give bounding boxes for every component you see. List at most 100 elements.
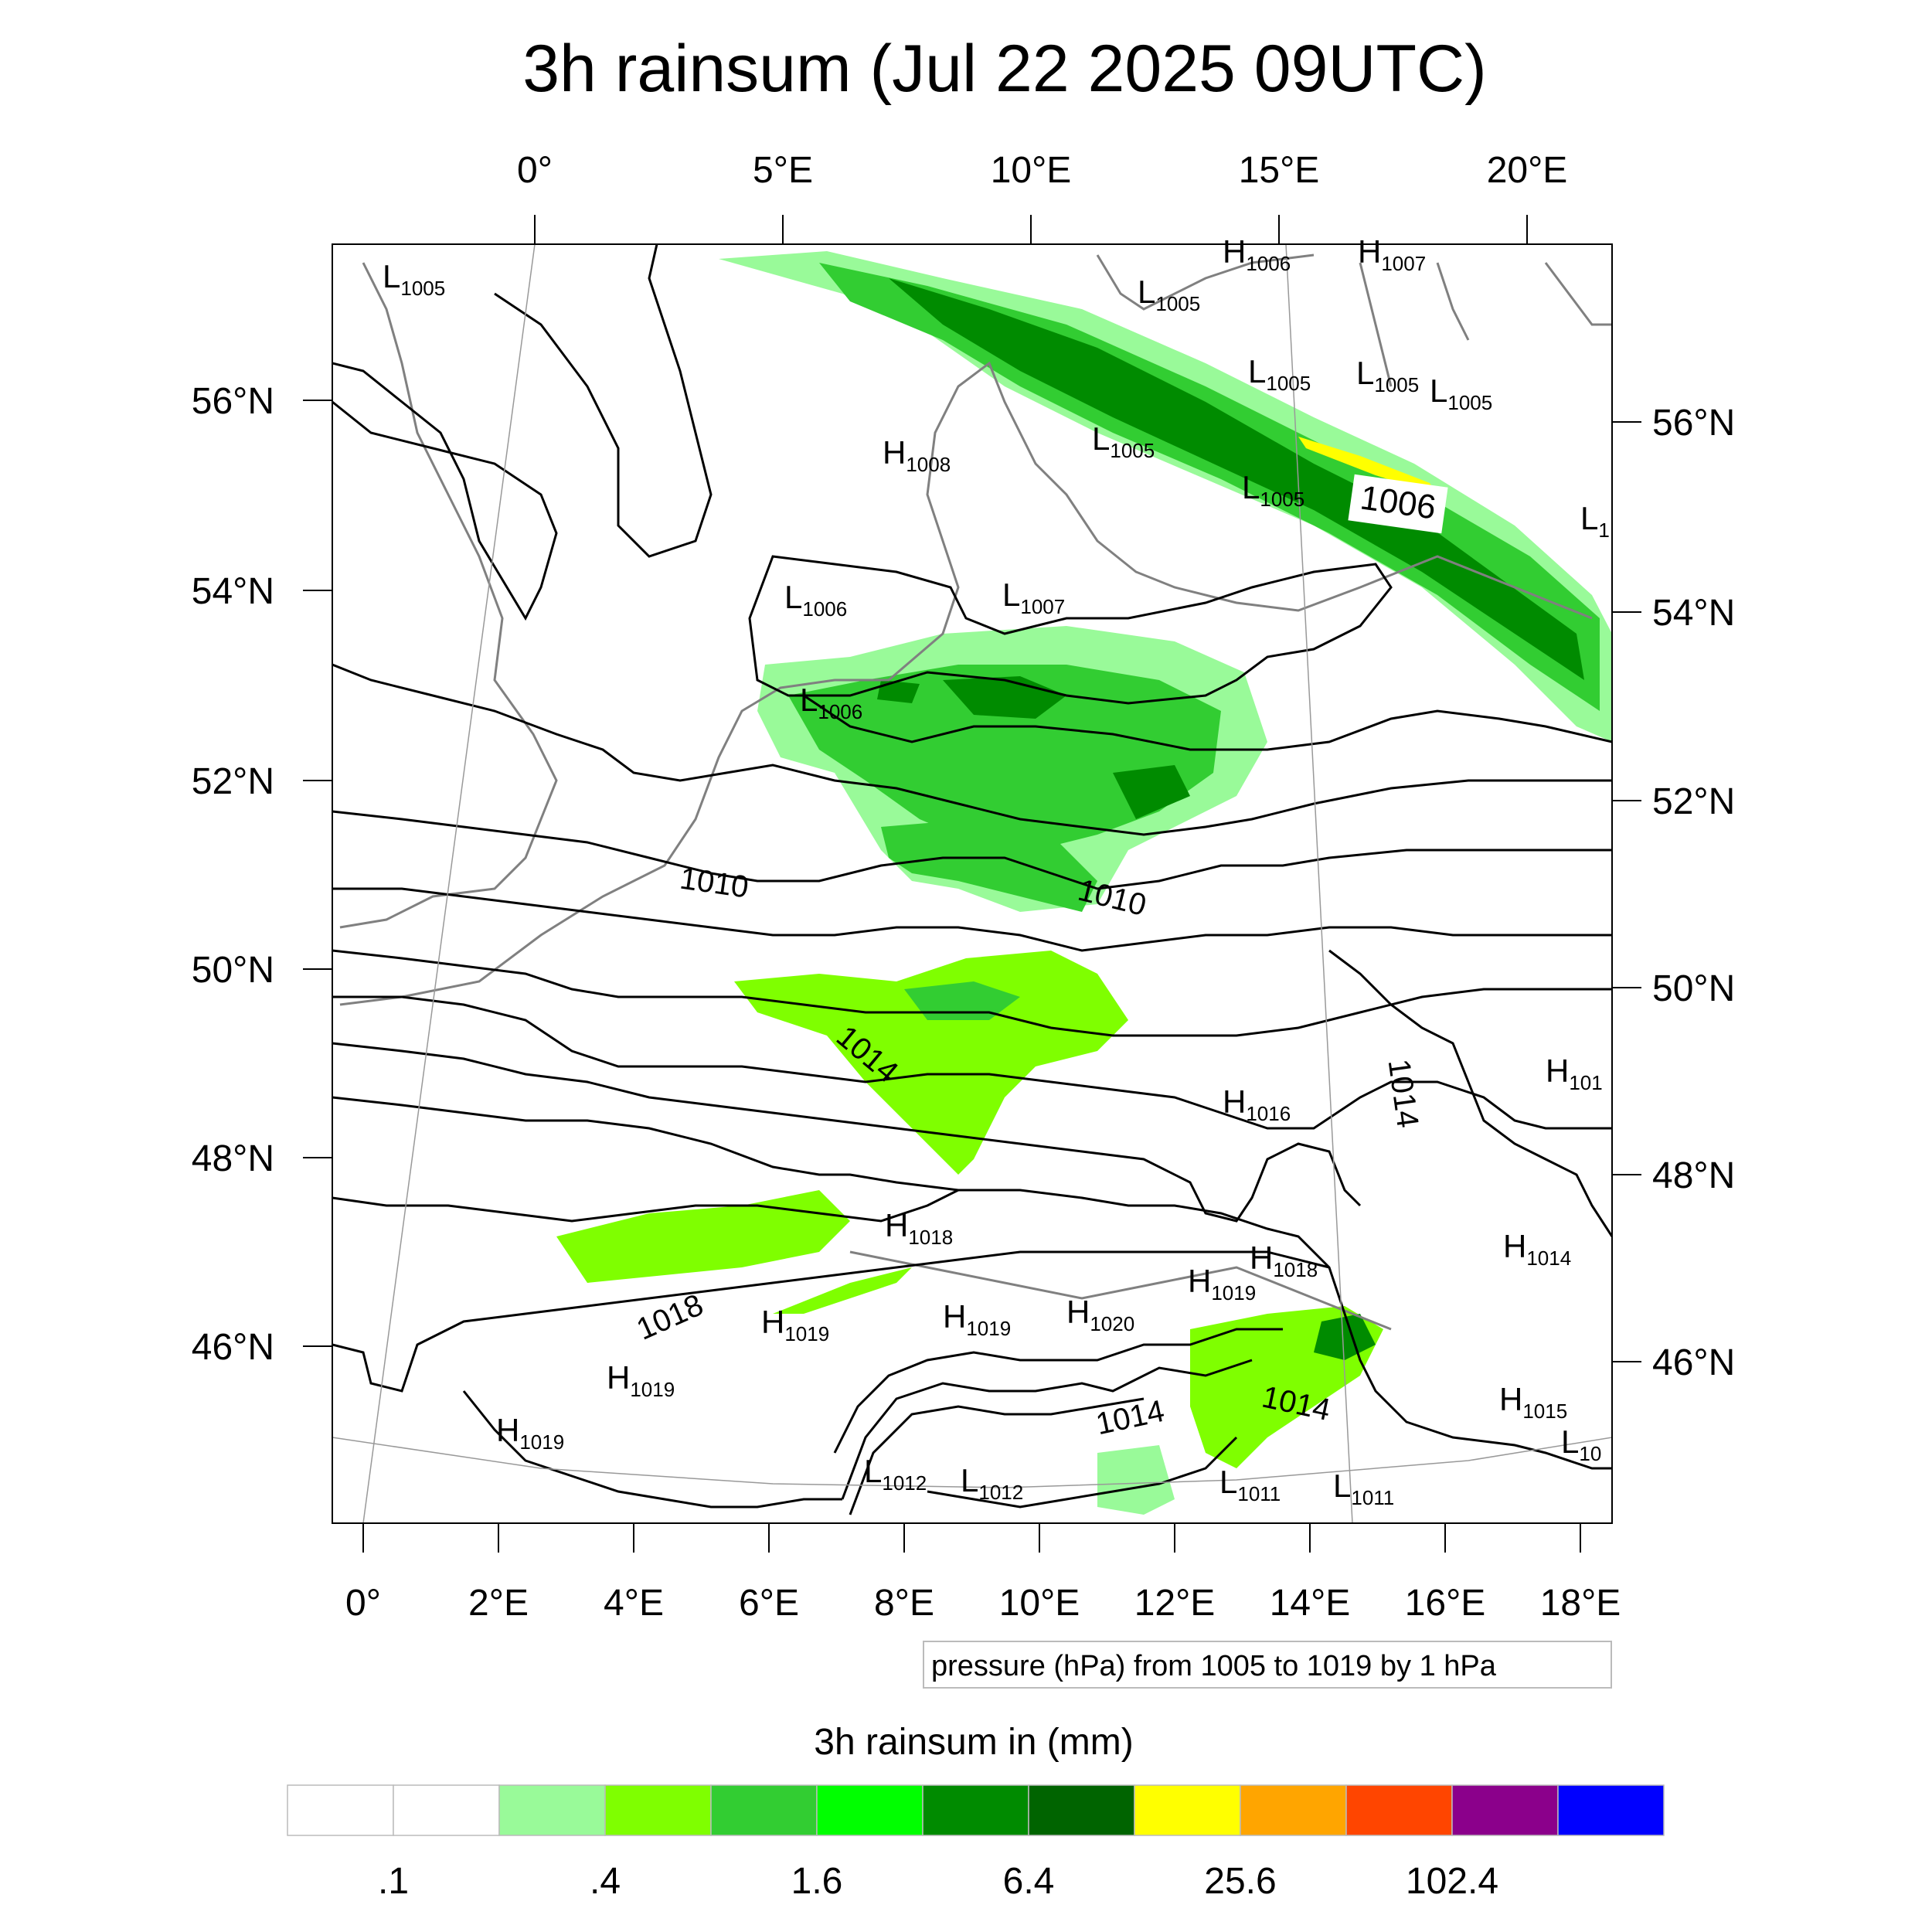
pressure-center-type: H xyxy=(1503,1228,1526,1264)
isobar-alps-1 xyxy=(833,1328,1283,1454)
map-frame xyxy=(332,243,1613,1524)
isobar-1015 xyxy=(332,1189,959,1223)
bottom-lon-label: 8°E xyxy=(874,1583,934,1624)
bottom-lon-label: 6°E xyxy=(739,1583,799,1624)
pressure-center-type: H xyxy=(1223,1083,1246,1120)
pressure-center-value: 1005 xyxy=(400,277,445,300)
colorbar xyxy=(287,1784,1665,1836)
low-pressure-center: L1005 xyxy=(1430,372,1492,414)
pressure-center-value: 1008 xyxy=(906,453,951,476)
pressure-center-type: H xyxy=(607,1359,630,1396)
pressure-center-type: L xyxy=(1430,372,1447,409)
rain-band-north-east-core xyxy=(819,263,1600,711)
parallel-45n xyxy=(332,1437,1612,1488)
high-pressure-center: H1019 xyxy=(943,1298,1011,1340)
colorbar-swatch xyxy=(710,1784,818,1836)
pressure-center-value: 1014 xyxy=(1526,1247,1571,1270)
colorbar-swatch xyxy=(1451,1784,1559,1836)
pressure-center-type: H xyxy=(883,434,906,471)
rain-area-middle xyxy=(734,951,1128,1175)
bottom-lon-label: 18°E xyxy=(1540,1583,1621,1624)
colorbar-swatch xyxy=(1240,1784,1347,1836)
pressure-center-type: H xyxy=(943,1298,966,1335)
high-pressure-center: H1018 xyxy=(885,1207,953,1249)
map-title: 3h rainsum (Jul 22 2025 09UTC) xyxy=(522,32,1487,106)
isobar-1013 xyxy=(332,1042,1362,1223)
bottom-lon-label: 2°E xyxy=(468,1583,529,1624)
isobar-1010 xyxy=(332,887,1612,952)
rain-area-middle-core xyxy=(904,981,1020,1020)
bottom-lon-label: 14°E xyxy=(1270,1583,1351,1624)
rain-area-central-heavy xyxy=(877,676,1190,819)
meridian-15e xyxy=(1285,244,1353,1523)
rainfall-areas xyxy=(556,251,1612,1515)
pressure-center-value: 1006 xyxy=(802,597,847,621)
pressure-center-type: L xyxy=(1219,1464,1237,1500)
rain-area-south-west xyxy=(556,1190,912,1314)
low-pressure-center: L1005 xyxy=(1356,355,1419,396)
low-pressure-center: L1011 xyxy=(1219,1464,1281,1505)
isobar-1014 xyxy=(332,1096,1612,1470)
pressure-center-value: 1005 xyxy=(1110,439,1155,462)
axis-labels: 0° 5°E 10°E 15°E 20°E 0° 2°E 4°E 6°E 8°E… xyxy=(192,150,1736,1624)
coast-continent xyxy=(339,361,1593,1006)
axis-ticks xyxy=(303,215,1641,1553)
isobar-1018 xyxy=(332,1250,1330,1393)
pressure-center-type: L xyxy=(1242,469,1260,505)
coast-scandinavia xyxy=(1096,253,1612,387)
colorbar-label: .4 xyxy=(590,1861,621,1902)
pressure-center-type: H xyxy=(1546,1053,1569,1089)
pressure-center-type: L xyxy=(383,258,400,294)
high-pressure-center: H1014 xyxy=(1503,1228,1571,1270)
top-lon-label: 10°E xyxy=(991,150,1072,191)
pressure-center-type: L xyxy=(1561,1423,1579,1460)
pressure-center-type: H xyxy=(1250,1240,1273,1276)
pressure-center-value: 1019 xyxy=(784,1322,829,1345)
right-lat-label: 48°N xyxy=(1652,1155,1735,1196)
high-pressure-center: H1016 xyxy=(1223,1083,1291,1125)
pressure-center-value: 10 xyxy=(1579,1442,1601,1465)
pressure-center-value: 1018 xyxy=(1273,1258,1318,1281)
pressure-center-type: L xyxy=(1333,1468,1351,1504)
pressure-center-value: 101 xyxy=(1569,1071,1602,1094)
isobar-alps-3 xyxy=(849,1397,1145,1515)
pressure-center-type: L xyxy=(1248,353,1266,389)
high-pressure-center: H1019 xyxy=(1188,1263,1256,1304)
contour-info-box xyxy=(923,1641,1612,1689)
isobar-contours xyxy=(332,244,1612,1515)
rain-band-north-east-heavy xyxy=(889,278,1584,680)
right-lat-label: 50°N xyxy=(1652,968,1735,1009)
pressure-center-type: H xyxy=(885,1207,908,1243)
low-pressure-center: L1012 xyxy=(864,1453,927,1495)
colorbar-swatch xyxy=(1134,1784,1241,1836)
high-pressure-center: H1020 xyxy=(1066,1294,1134,1335)
colorbar-swatch xyxy=(922,1784,1029,1836)
top-lon-label: 20°E xyxy=(1487,150,1568,191)
low-pressure-center: L1005 xyxy=(1242,469,1304,511)
pressure-center-type: L xyxy=(1092,420,1110,457)
pressure-center-value: 1011 xyxy=(1237,1482,1281,1505)
pressure-center-type: L xyxy=(1138,274,1155,310)
meridian-0 xyxy=(362,244,536,1523)
high-pressure-center: H1015 xyxy=(1499,1381,1567,1423)
high-pressure-center: H1019 xyxy=(607,1359,675,1401)
low-pressure-center: L1006 xyxy=(800,682,862,723)
bottom-lon-label: 12°E xyxy=(1134,1583,1216,1624)
top-ticks xyxy=(534,215,1528,244)
pressure-center-type: H xyxy=(1066,1294,1090,1330)
pressure-center-type: H xyxy=(761,1304,784,1340)
top-lon-label: 5°E xyxy=(753,150,813,191)
pressure-center-value: 1015 xyxy=(1522,1400,1567,1423)
colorbar-swatch xyxy=(816,1784,923,1836)
colorbar-swatch xyxy=(1345,1784,1453,1836)
low-pressure-center: L1006 xyxy=(784,579,847,621)
pressure-center-value: 1005 xyxy=(1266,372,1311,395)
colorbar-label: 102.4 xyxy=(1406,1861,1498,1902)
pressure-center-value: 1018 xyxy=(908,1226,953,1249)
pressure-center-value: 1016 xyxy=(1246,1102,1291,1125)
low-pressure-center: L1012 xyxy=(961,1462,1023,1504)
top-lon-label: 0° xyxy=(517,150,553,191)
pressure-center-value: 1012 xyxy=(978,1481,1023,1504)
colorbar-swatch xyxy=(287,1784,394,1836)
